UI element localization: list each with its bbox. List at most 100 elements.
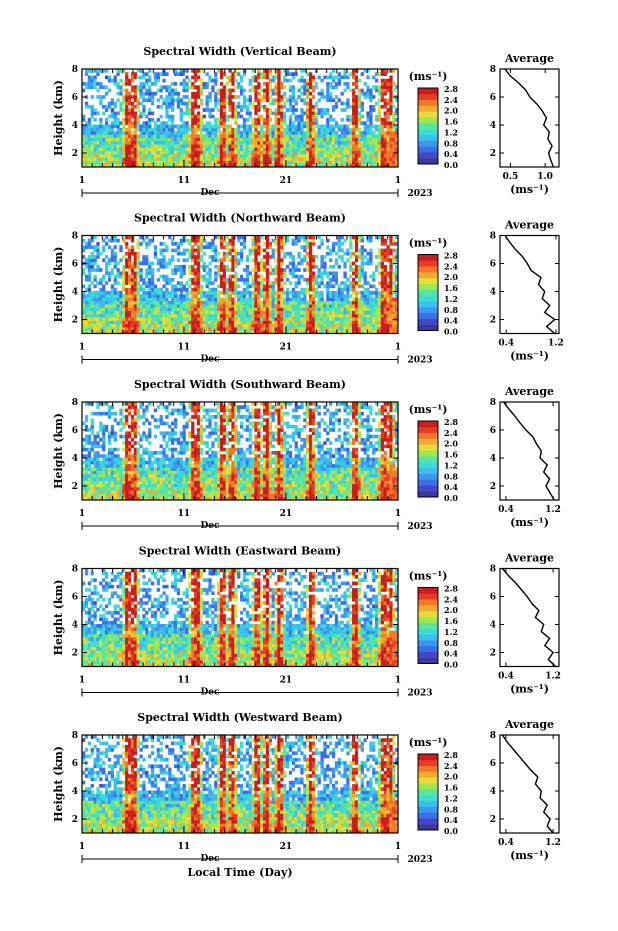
heatmap-cell — [142, 297, 146, 302]
heatmap-cell — [211, 307, 215, 312]
heatmap-cell — [300, 111, 304, 116]
heatmap-cell — [360, 88, 364, 93]
heatmap-cell — [280, 163, 284, 168]
heatmap-cell — [113, 104, 117, 109]
heatmap-cell — [363, 277, 367, 282]
heatmap-cell — [291, 124, 295, 129]
heatmap-cell — [389, 153, 393, 158]
heatmap-cell — [268, 317, 272, 321]
heatmap-cell — [159, 104, 163, 109]
heatmap-cell — [240, 317, 244, 321]
heatmap-cell — [142, 310, 146, 315]
heatmap-cell — [340, 330, 344, 334]
heatmap-cell — [291, 238, 295, 243]
heatmap-cell — [136, 317, 140, 321]
heatmap-cell — [349, 284, 353, 289]
heatmap-cell — [366, 304, 370, 308]
heatmap-cell — [254, 163, 258, 168]
heatmap-cell — [110, 284, 114, 289]
heatmap-cell — [375, 137, 379, 142]
heatmap-cell — [285, 297, 290, 302]
heatmap-cell — [196, 248, 201, 253]
heatmap-cell — [139, 85, 143, 89]
heatmap-cell — [280, 330, 284, 334]
heatmap-cell — [136, 245, 140, 249]
heatmap-cell — [242, 137, 247, 142]
heatmap-cell — [314, 137, 318, 142]
heatmap-cell — [173, 88, 178, 93]
heatmap-cell — [194, 144, 198, 148]
heatmap-cell — [352, 82, 356, 86]
heatmap-cell — [191, 294, 195, 298]
heatmap-cell — [176, 326, 181, 331]
heatmap-cell — [311, 153, 316, 158]
heatmap-cell — [107, 300, 112, 305]
heatmap-cell — [320, 127, 324, 132]
heatmap-cell — [113, 264, 117, 269]
heatmap-cell — [104, 85, 109, 89]
heatmap-cell — [82, 157, 86, 161]
heatmap-cell — [334, 137, 339, 142]
heatmap-cell — [291, 121, 295, 125]
heatmap-cell — [90, 297, 94, 302]
heatmap-cell — [191, 271, 195, 276]
heatmap-cell — [214, 150, 218, 155]
heatmap-cell — [352, 291, 356, 295]
heatmap-cell — [268, 291, 272, 295]
heatmap-cell — [360, 310, 364, 315]
heatmap-cell — [329, 124, 333, 129]
heatmap-cell — [214, 101, 218, 106]
heatmap-cell — [245, 313, 250, 318]
heatmap-cell — [283, 268, 287, 272]
y-tick-label: 6 — [72, 93, 78, 103]
heatmap-cell — [217, 140, 221, 145]
heatmap-cell — [372, 307, 376, 312]
heatmap-cell — [171, 323, 175, 328]
y-tick-label: 4 — [72, 121, 78, 131]
heatmap-cell — [360, 91, 364, 96]
heatmap-cell — [87, 121, 92, 125]
heatmap-cell — [257, 75, 261, 80]
heatmap-cell — [314, 255, 318, 259]
heatmap-cell — [317, 300, 321, 305]
heatmap-cell — [130, 317, 135, 321]
heatmap-cell — [148, 277, 152, 282]
heatmap-cell — [116, 317, 120, 321]
heatmap-cell — [386, 304, 390, 308]
heatmap-cell — [265, 284, 270, 289]
heatmap-cell — [148, 85, 152, 89]
heatmap-cell — [300, 330, 304, 334]
heatmap-cell — [300, 160, 304, 165]
heatmap-cell — [211, 245, 215, 249]
heatmap-cell — [363, 274, 367, 279]
heatmap-cell — [366, 85, 370, 89]
heatmap-cell — [277, 98, 281, 103]
heatmap-cell — [110, 271, 114, 276]
heatmap-cell — [194, 140, 198, 145]
heatmap-cell — [375, 326, 379, 331]
heatmap-cell — [380, 88, 385, 93]
heatmap-cell — [139, 153, 143, 158]
heatmap-cell — [127, 258, 132, 263]
heatmap-cell — [291, 153, 295, 158]
heatmap-cell — [242, 245, 247, 249]
heatmap-cell — [102, 131, 106, 135]
heatmap-cell — [234, 261, 238, 266]
heatmap-cell — [104, 313, 109, 318]
heatmap-cell — [363, 124, 367, 129]
heatmap-cell — [237, 320, 241, 325]
heatmap-cell — [219, 235, 224, 240]
heatmap-cell — [102, 85, 106, 89]
heatmap-cell — [217, 163, 221, 168]
heatmap-cell — [380, 238, 385, 243]
heatmap-cell — [303, 294, 307, 298]
heatmap-cell — [234, 69, 238, 73]
heatmap-cell — [113, 304, 117, 308]
heatmap-cell — [202, 82, 206, 86]
heatmap-cell — [148, 124, 152, 129]
heatmap-cell — [363, 255, 367, 259]
heatmap-cell — [354, 150, 359, 155]
colorbar-segment — [418, 111, 438, 118]
heatmap-cell — [349, 304, 353, 308]
heatmap-cell — [346, 98, 350, 103]
